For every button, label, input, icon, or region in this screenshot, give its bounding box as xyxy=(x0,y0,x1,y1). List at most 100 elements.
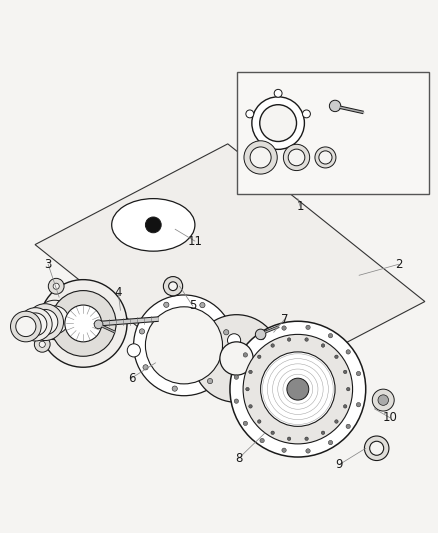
Circle shape xyxy=(34,336,50,352)
Ellipse shape xyxy=(193,314,280,402)
Circle shape xyxy=(164,302,169,308)
Circle shape xyxy=(343,370,347,374)
Ellipse shape xyxy=(169,282,177,290)
Circle shape xyxy=(335,420,338,423)
Ellipse shape xyxy=(112,199,195,251)
Bar xyxy=(237,71,429,194)
Ellipse shape xyxy=(27,304,64,341)
Ellipse shape xyxy=(244,141,277,174)
Circle shape xyxy=(357,402,361,407)
Circle shape xyxy=(172,386,177,391)
Circle shape xyxy=(261,352,335,426)
Ellipse shape xyxy=(163,277,183,296)
Circle shape xyxy=(208,378,213,384)
Circle shape xyxy=(230,321,366,457)
Circle shape xyxy=(258,355,261,359)
Ellipse shape xyxy=(24,313,47,336)
Ellipse shape xyxy=(370,441,384,455)
Circle shape xyxy=(145,307,223,384)
Circle shape xyxy=(335,355,338,359)
Ellipse shape xyxy=(19,308,52,341)
Circle shape xyxy=(346,387,350,391)
Ellipse shape xyxy=(16,317,36,336)
Circle shape xyxy=(246,387,249,391)
Ellipse shape xyxy=(32,310,58,335)
Circle shape xyxy=(65,305,102,342)
Circle shape xyxy=(271,431,274,434)
Circle shape xyxy=(306,449,310,453)
Text: 7: 7 xyxy=(281,312,289,326)
Circle shape xyxy=(39,280,127,367)
Circle shape xyxy=(234,375,239,379)
Ellipse shape xyxy=(252,97,304,149)
Circle shape xyxy=(243,353,247,357)
Circle shape xyxy=(378,395,389,405)
Text: 8: 8 xyxy=(235,452,242,465)
Ellipse shape xyxy=(250,147,271,168)
Text: 3: 3 xyxy=(45,258,52,271)
Ellipse shape xyxy=(364,436,389,461)
Text: 11: 11 xyxy=(187,235,202,248)
Circle shape xyxy=(200,303,205,308)
Circle shape xyxy=(145,217,161,233)
Circle shape xyxy=(50,290,116,356)
Ellipse shape xyxy=(283,144,310,171)
Circle shape xyxy=(243,334,353,444)
Ellipse shape xyxy=(11,311,41,342)
Circle shape xyxy=(94,320,103,329)
Ellipse shape xyxy=(319,151,332,164)
Circle shape xyxy=(260,438,264,443)
Circle shape xyxy=(134,295,234,395)
Ellipse shape xyxy=(288,149,305,166)
Text: 6: 6 xyxy=(127,372,135,385)
Ellipse shape xyxy=(41,306,69,334)
Circle shape xyxy=(328,440,333,445)
Circle shape xyxy=(249,405,252,408)
Circle shape xyxy=(271,344,274,348)
Text: 1: 1 xyxy=(296,199,304,213)
Text: 4: 4 xyxy=(114,286,122,300)
Circle shape xyxy=(48,278,64,294)
Circle shape xyxy=(234,399,239,403)
Circle shape xyxy=(246,110,254,118)
Circle shape xyxy=(282,326,286,330)
Circle shape xyxy=(346,424,350,429)
Circle shape xyxy=(223,329,229,335)
Text: 5: 5 xyxy=(189,300,196,312)
Circle shape xyxy=(321,344,325,348)
Circle shape xyxy=(39,341,45,348)
Circle shape xyxy=(346,350,350,354)
Circle shape xyxy=(372,389,394,411)
Ellipse shape xyxy=(220,342,253,375)
Text: 10: 10 xyxy=(382,411,397,424)
Circle shape xyxy=(306,325,310,329)
Polygon shape xyxy=(35,144,425,402)
Circle shape xyxy=(53,283,59,289)
Circle shape xyxy=(305,338,308,341)
Circle shape xyxy=(139,329,145,334)
Circle shape xyxy=(329,100,341,111)
Circle shape xyxy=(227,334,240,347)
Ellipse shape xyxy=(260,104,297,141)
Text: 2: 2 xyxy=(395,258,403,271)
Circle shape xyxy=(243,421,247,425)
Text: 9: 9 xyxy=(336,458,343,471)
Circle shape xyxy=(127,344,141,357)
Circle shape xyxy=(260,335,264,340)
Circle shape xyxy=(305,437,308,440)
Circle shape xyxy=(328,334,333,338)
Ellipse shape xyxy=(315,147,336,168)
Circle shape xyxy=(287,378,309,400)
Circle shape xyxy=(249,370,252,374)
Circle shape xyxy=(321,431,325,434)
Circle shape xyxy=(303,110,311,118)
Circle shape xyxy=(258,420,261,423)
Circle shape xyxy=(143,365,148,370)
Circle shape xyxy=(274,90,282,97)
Circle shape xyxy=(357,372,361,376)
Ellipse shape xyxy=(35,300,74,340)
Circle shape xyxy=(255,329,266,340)
Circle shape xyxy=(343,405,347,408)
Circle shape xyxy=(287,437,291,440)
Circle shape xyxy=(282,448,286,453)
